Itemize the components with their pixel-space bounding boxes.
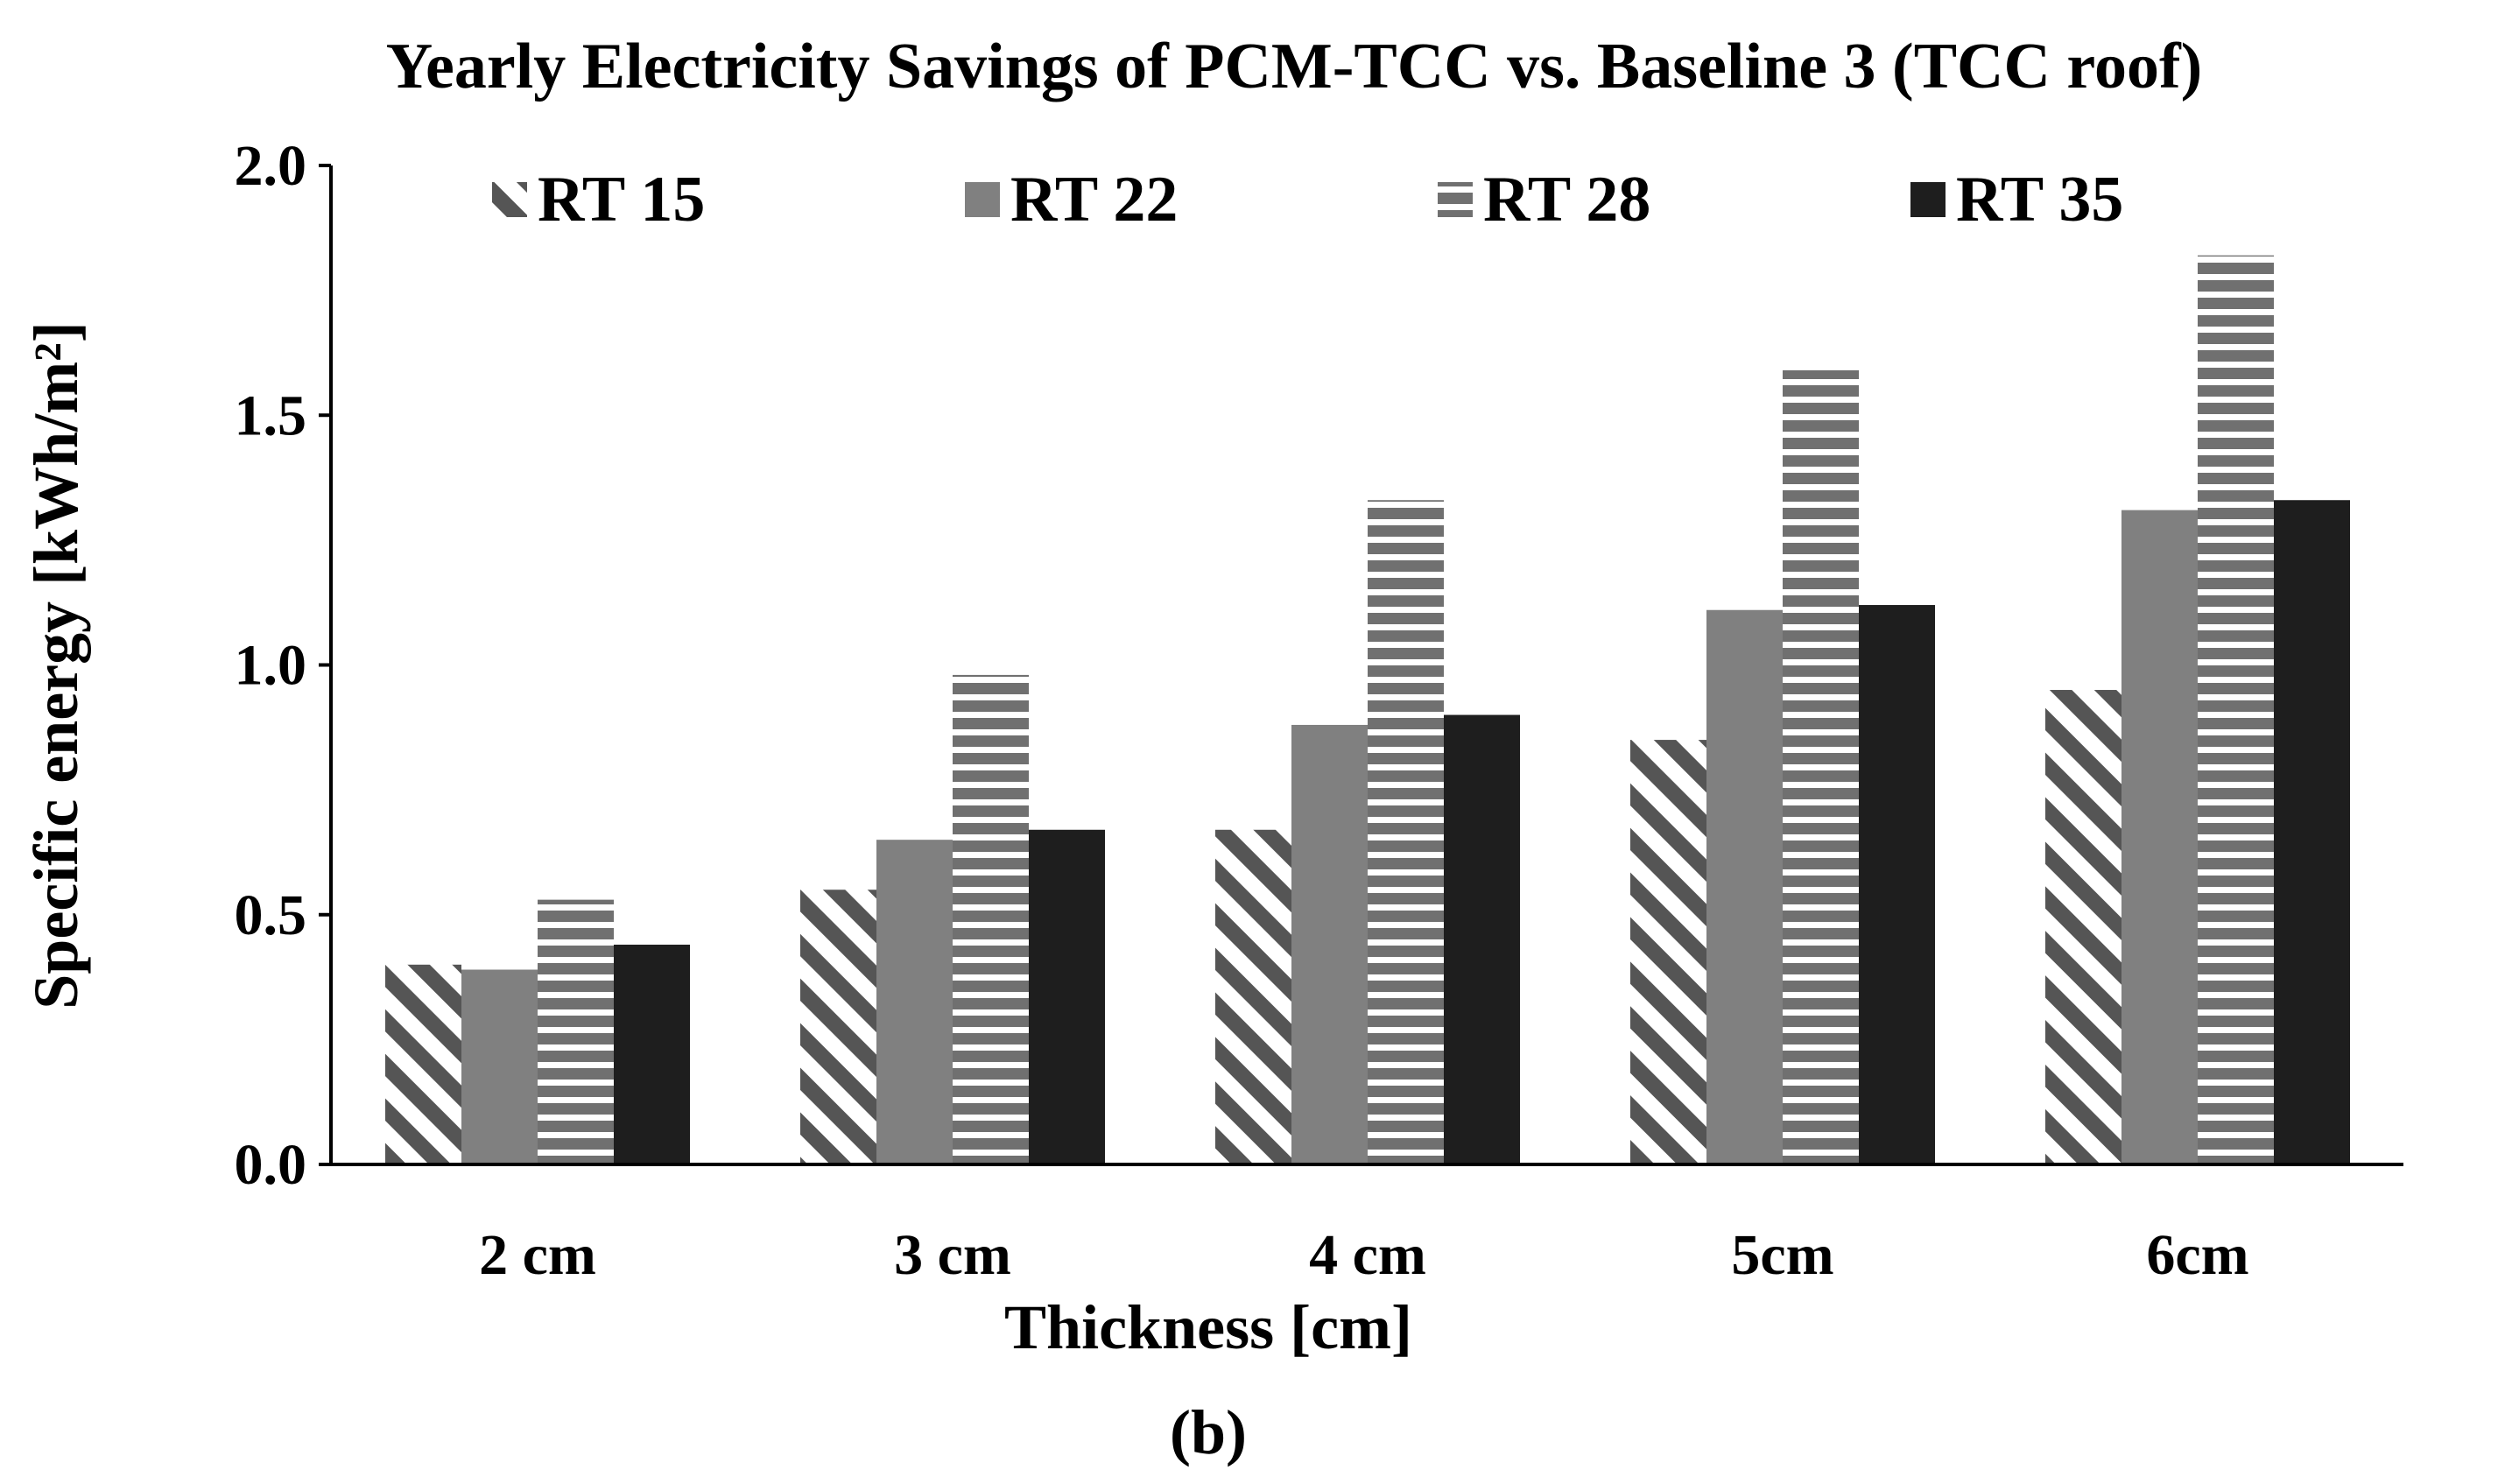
bar-rt-35-6cm xyxy=(2274,500,2350,1164)
bar-rt-35-4-cm xyxy=(1444,714,1520,1164)
bar-rt-15-5cm xyxy=(1630,740,1706,1164)
chart-title: Yearly Electricity Savings of PCM-TCC vs… xyxy=(386,31,2202,102)
bar-rt-22-6cm xyxy=(2121,510,2198,1164)
legend-swatch-rt-22 xyxy=(965,182,1000,217)
x-tick-label: 5cm xyxy=(1731,1223,1833,1287)
legend-label-rt-15: RT 15 xyxy=(538,164,705,236)
bar-rt-15-6cm xyxy=(2045,690,2121,1164)
bar-rt-22-2-cm xyxy=(461,969,538,1164)
x-ticks-group: 2 cm 3 cm 4 cm 5cm 6cm xyxy=(479,1223,2249,1287)
bar-rt-22-3-cm xyxy=(876,840,953,1164)
y-tick-label: 2.0 xyxy=(235,134,307,198)
x-tick-label: 4 cm xyxy=(1309,1223,1426,1287)
legend-swatch-rt-15 xyxy=(492,182,527,217)
bar-rt-15-3-cm xyxy=(800,890,876,1164)
bar-rt-28-4-cm xyxy=(1368,500,1444,1164)
bar-rt-15-2-cm xyxy=(385,964,461,1164)
bar-rt-28-6cm xyxy=(2198,255,2274,1165)
x-tick-label: 6cm xyxy=(2146,1223,2248,1287)
y-tick-label: 1.5 xyxy=(235,383,307,447)
bar-rt-35-3-cm xyxy=(1029,829,1105,1164)
bar-rt-22-5cm xyxy=(1706,609,1783,1164)
bar-rt-28-5cm xyxy=(1783,369,1859,1164)
bar-rt-28-2-cm xyxy=(538,899,614,1164)
bar-rt-28-3-cm xyxy=(953,674,1029,1164)
bar-rt-35-5cm xyxy=(1859,605,1935,1164)
legend-swatch-rt-28 xyxy=(1438,182,1473,217)
legend-label-rt-28: RT 28 xyxy=(1483,164,1650,236)
legend-swatch-rt-35 xyxy=(1910,182,1946,217)
bar-rt-15-4-cm xyxy=(1215,829,1291,1164)
bars-group xyxy=(385,255,2350,1165)
legend-label-rt-22: RT 22 xyxy=(1010,164,1178,236)
bar-rt-35-2-cm xyxy=(614,944,690,1164)
legend: RT 15 RT 22 RT 28 RT 35 xyxy=(492,164,2123,236)
y-ticks-group: 0.0 0.5 1.0 1.5 2.0 xyxy=(235,134,331,1197)
x-tick-label: 3 cm xyxy=(894,1223,1011,1287)
y-tick-label: 0.0 xyxy=(235,1133,307,1197)
x-tick-label: 2 cm xyxy=(479,1223,596,1287)
legend-label-rt-35: RT 35 xyxy=(1956,164,2123,236)
y-axis-label: Specific energy [kWh/m²] xyxy=(21,321,91,1009)
figure-caption: (b) xyxy=(1170,1397,1247,1467)
y-tick-label: 1.0 xyxy=(235,634,307,698)
bar-rt-22-4-cm xyxy=(1291,724,1368,1164)
y-tick-label: 0.5 xyxy=(235,883,307,947)
x-axis-label: Thickness [cm] xyxy=(1004,1292,1412,1362)
